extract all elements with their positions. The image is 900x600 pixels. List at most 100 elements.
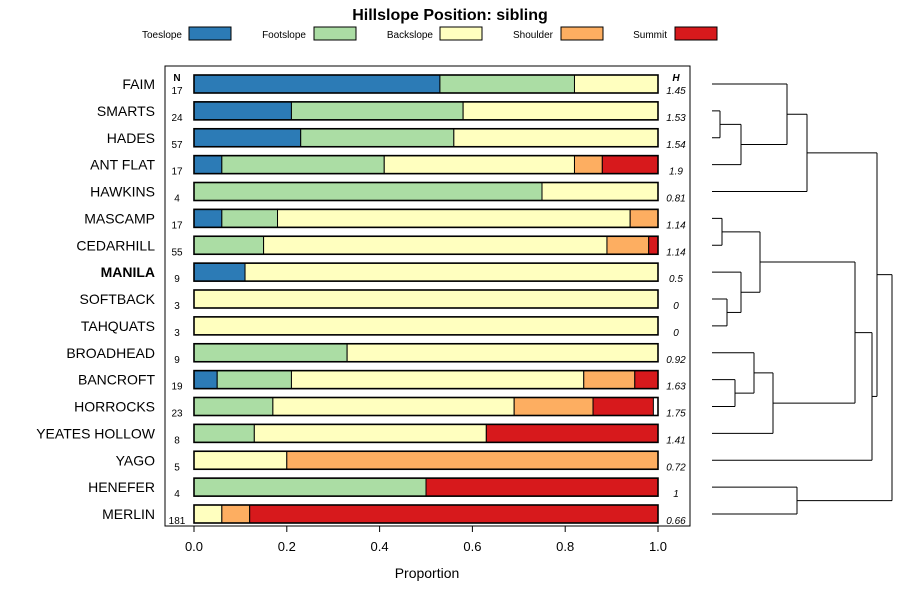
bar-softback-backslope — [193, 289, 659, 309]
bar-merlin-shoulder — [221, 504, 251, 524]
bar-outline-yeates-hollow — [193, 423, 659, 444]
bar-outline-merlin — [193, 504, 659, 524]
plot-frame — [164, 65, 691, 527]
legend-swatch-shoulder — [560, 26, 604, 41]
bar-mascamp-footslope — [221, 208, 279, 228]
h-column-header: H — [672, 73, 680, 84]
h-value-smarts: 1.53 — [666, 113, 686, 124]
n-value-ant-flat: 17 — [171, 167, 183, 178]
bar-horrocks-footslope — [193, 397, 274, 416]
bar-yeates-hollow-footslope — [193, 423, 255, 443]
bar-faim-footslope — [439, 74, 575, 94]
h-value-hawkins: 0.81 — [666, 194, 685, 205]
category-label-hades: HADES — [107, 130, 155, 146]
chart-title: Hillslope Position: sibling — [352, 7, 548, 24]
n-value-tahquats: 3 — [174, 328, 180, 339]
bar-henefer-footslope — [193, 477, 427, 497]
n-value-bancroft: 19 — [171, 382, 183, 393]
x-tick-label: 0.8 — [556, 539, 574, 554]
n-value-horrocks: 23 — [171, 409, 183, 420]
bar-horrocks-shoulder — [513, 397, 594, 416]
legend: Toeslope Footslope Backslope Shoulder Summit — [142, 26, 718, 41]
h-value-mascamp: 1.14 — [666, 220, 686, 231]
category-label-softback: SOFTBACK — [80, 291, 156, 307]
category-label-merlin: MERLIN — [102, 506, 155, 522]
bar-henefer-summit — [425, 477, 659, 497]
n-value-mascamp: 17 — [171, 220, 183, 231]
x-tick-label: 0.2 — [278, 539, 296, 554]
bar-faim-toeslope — [193, 74, 441, 94]
h-value-faim: 1.45 — [666, 86, 686, 97]
h-value-yago: 0.72 — [666, 462, 686, 473]
x-axis: 0.0 0.2 0.4 0.6 0.8 1.0 — [185, 526, 667, 554]
bar-hades-toeslope — [193, 128, 302, 148]
bar-bancroft-footslope — [216, 370, 292, 390]
legend-swatch-footslope — [313, 26, 357, 41]
bar-outline-yago — [193, 450, 659, 471]
bar-yago-backslope — [193, 450, 288, 470]
bar-outline-bancroft — [193, 369, 659, 390]
bar-broadhead-footslope — [193, 343, 348, 363]
bar-ant-flat-footslope — [221, 155, 385, 175]
bar-cedarhill-footslope — [193, 235, 265, 255]
h-value-merlin: 0.66 — [666, 516, 686, 527]
category-label-ant-flat: ANT FLAT — [90, 157, 155, 173]
category-label-hawkins: HAWKINS — [90, 184, 155, 200]
legend-swatch-toeslope — [188, 26, 232, 41]
h-value-horrocks: 1.75 — [666, 409, 686, 420]
bar-hades-backslope — [453, 128, 659, 148]
n-value-yeates-hollow: 8 — [174, 435, 180, 446]
category-label-faim: FAIM — [122, 76, 155, 92]
bar-yago-shoulder — [286, 450, 659, 470]
bar-yeates-hollow-backslope — [253, 423, 487, 443]
dendrogram — [712, 83, 893, 515]
bar-bancroft-toeslope — [193, 370, 218, 390]
bars — [193, 74, 659, 524]
bar-cedarhill-backslope — [263, 235, 608, 255]
bar-outline-faim — [193, 74, 659, 94]
h-value-manila: 0.5 — [669, 274, 683, 285]
h-value-ant-flat: 1.9 — [669, 167, 683, 178]
bar-bancroft-backslope — [290, 370, 585, 390]
bar-tahquats-backslope — [193, 316, 659, 336]
bar-horrocks-summit — [592, 397, 654, 416]
x-tick-label: 1.0 — [649, 539, 667, 554]
bar-outline-horrocks — [193, 396, 659, 417]
legend-label-toeslope: Toeslope — [142, 30, 182, 41]
bar-ant-flat-backslope — [383, 155, 575, 175]
h-value-yeates-hollow: 1.41 — [666, 435, 685, 446]
category-label-henefer: HENEFER — [88, 479, 155, 495]
n-value-faim: 17 — [171, 86, 183, 97]
bar-bancroft-shoulder — [583, 370, 636, 390]
category-label-yago: YAGO — [116, 452, 156, 468]
category-label-manila: MANILA — [101, 264, 155, 280]
legend-swatch-summit — [674, 26, 718, 41]
bar-outline-cedarhill — [193, 235, 659, 256]
bar-bancroft-summit — [634, 370, 659, 390]
x-tick-label: 0.0 — [185, 539, 203, 554]
h-value-broadhead: 0.92 — [666, 355, 686, 366]
x-axis-label: Proportion — [395, 565, 460, 581]
legend-label-shoulder: Shoulder — [513, 30, 554, 41]
category-labels: FAIM 17 1.45 SMARTS 24 1.53 HADES 57 1.54 ANT FLA… — [36, 76, 686, 527]
bar-outline-tahquats — [193, 316, 659, 336]
h-value-hades: 1.54 — [666, 140, 686, 151]
legend-label-backslope: Backslope — [387, 30, 434, 41]
bar-outline-broadhead — [193, 342, 659, 363]
n-value-manila: 9 — [174, 274, 180, 285]
bar-outline-smarts — [193, 101, 659, 121]
bar-smarts-backslope — [462, 101, 659, 121]
category-label-bancroft: BANCROFT — [78, 372, 155, 388]
category-label-yeates-hollow: YEATES HOLLOW — [36, 425, 156, 441]
n-column-header: N — [173, 73, 180, 84]
bar-faim-backslope — [573, 74, 659, 94]
h-value-softback: 0 — [673, 301, 679, 312]
bar-outline-ant-flat — [193, 154, 659, 175]
bar-smarts-footslope — [290, 101, 464, 121]
category-label-cedarhill: CEDARHILL — [76, 237, 155, 253]
n-value-hawkins: 4 — [174, 194, 180, 205]
bar-broadhead-backslope — [346, 343, 659, 363]
x-tick-label: 0.6 — [463, 539, 481, 554]
